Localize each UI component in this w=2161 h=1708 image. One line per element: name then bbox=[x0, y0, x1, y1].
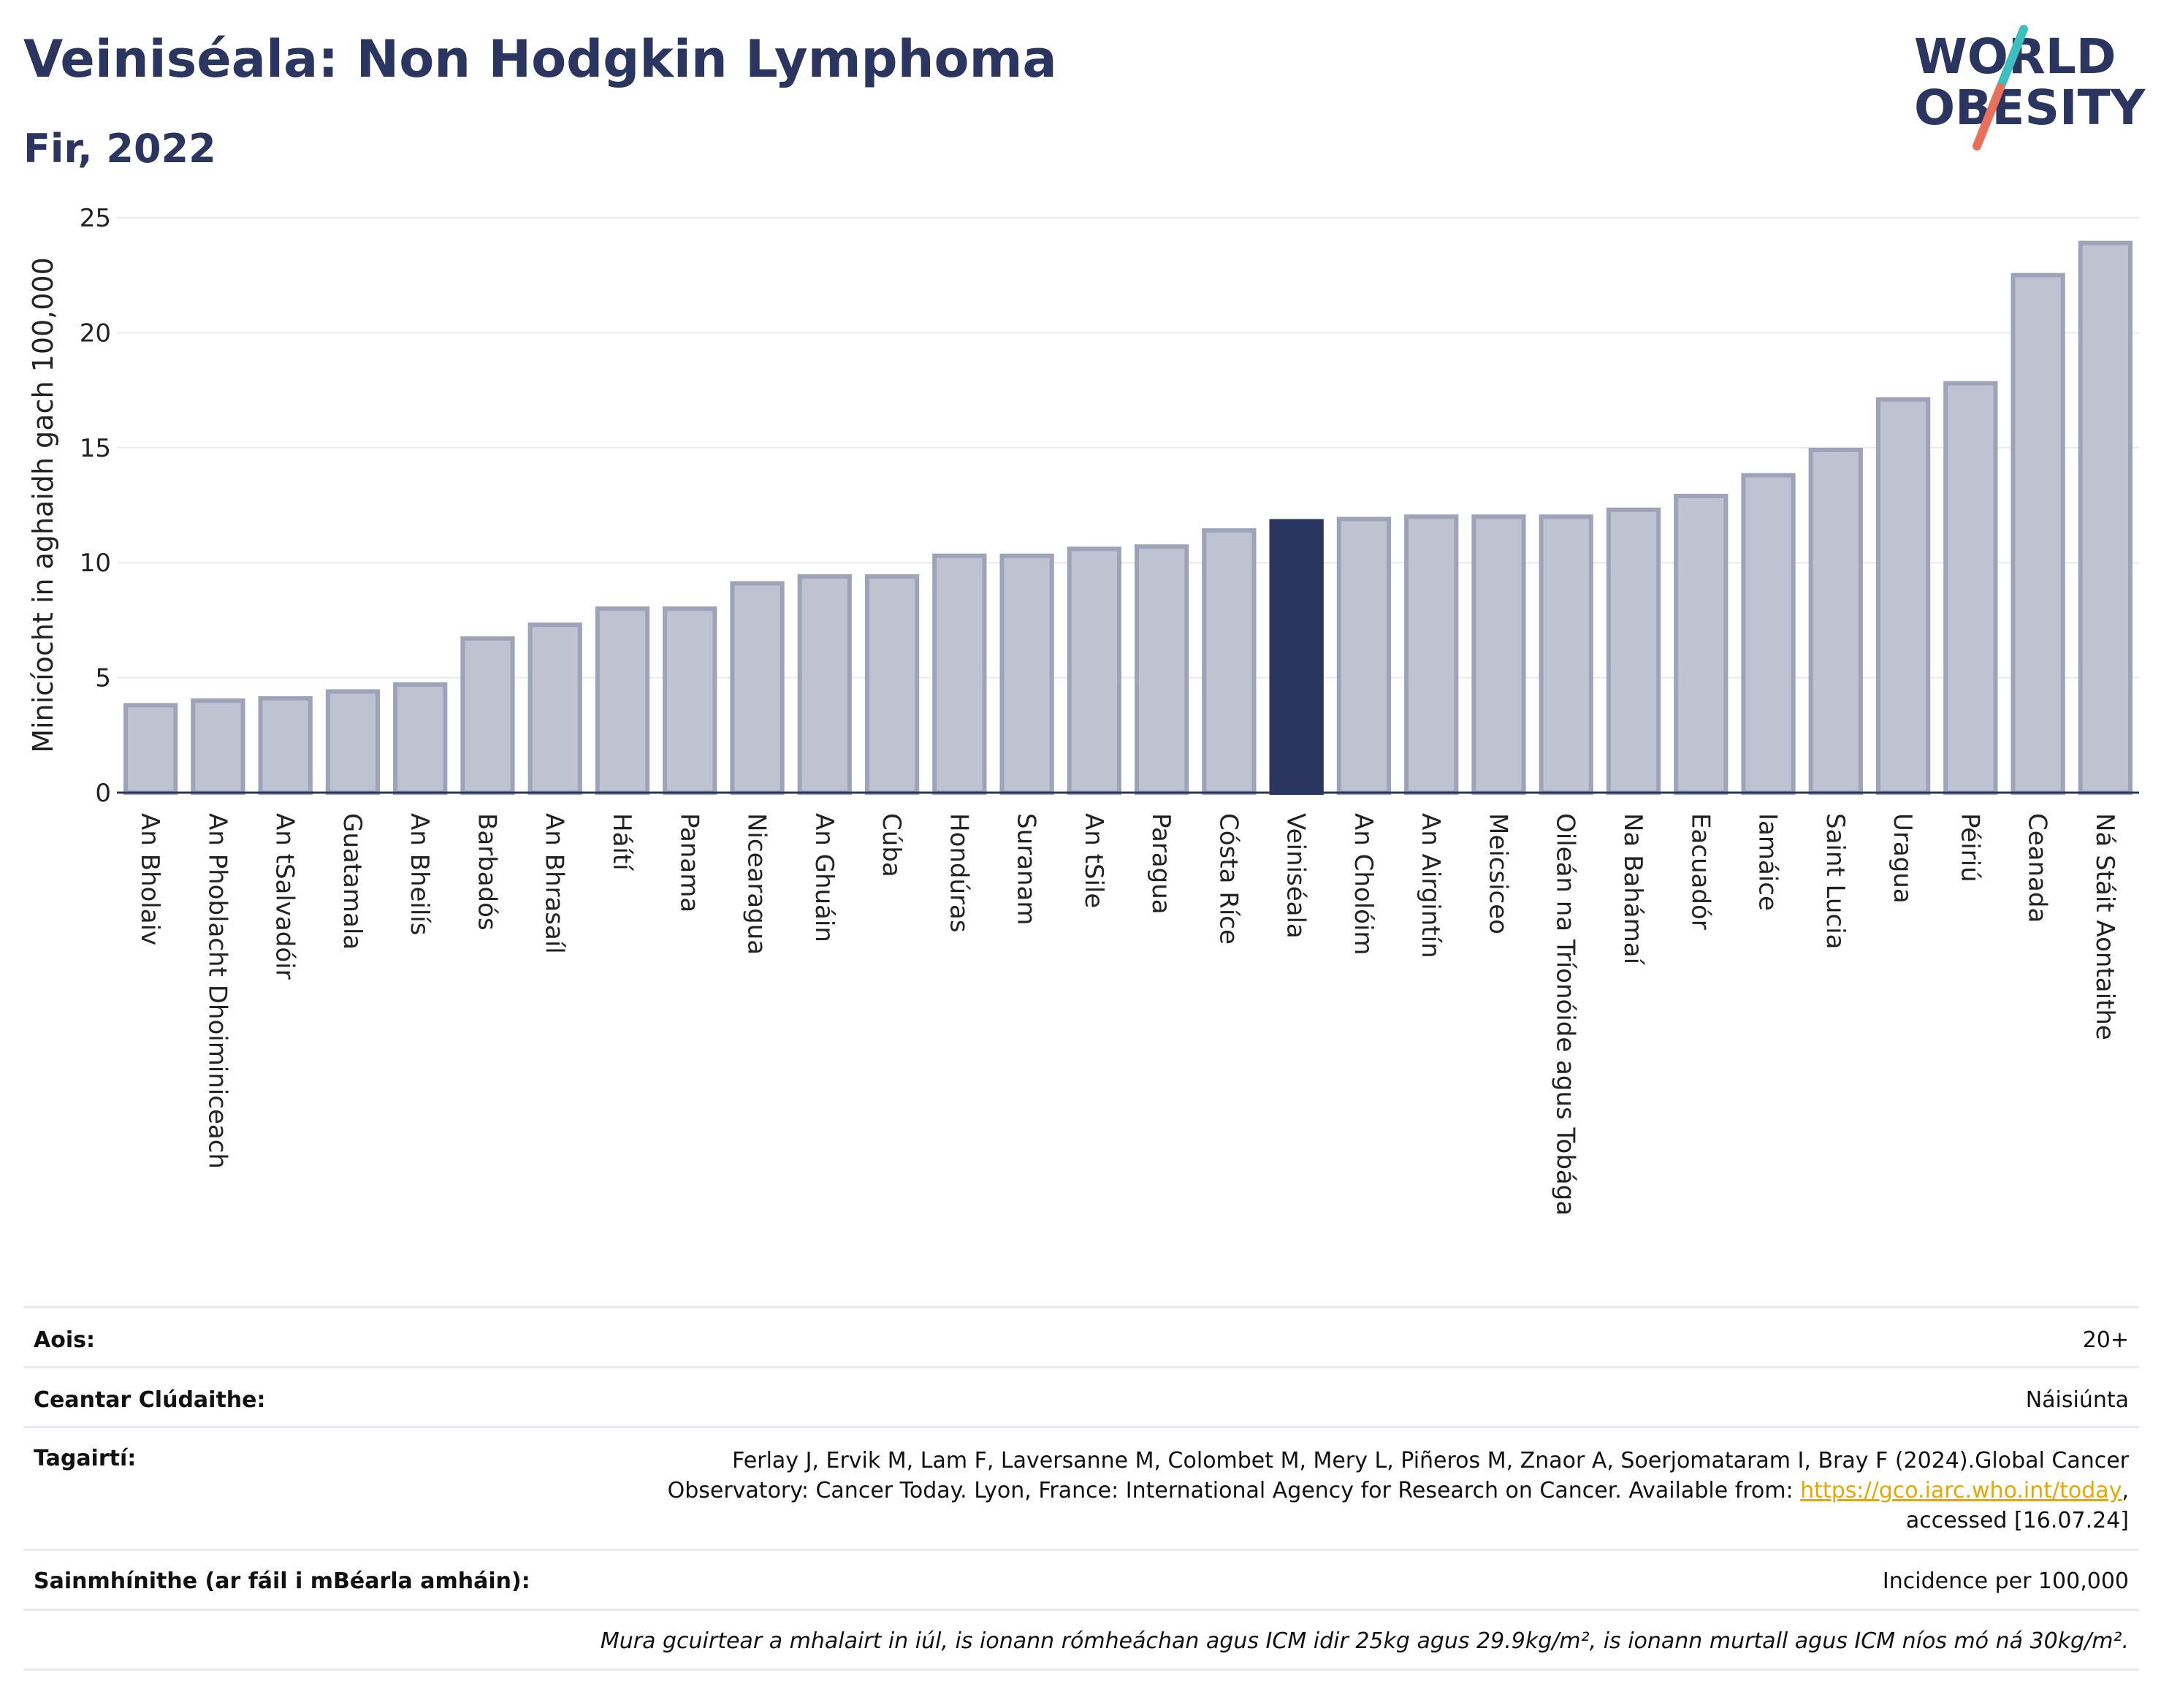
info-row-definitions: Sainmhínithe (ar fáil i mBéarla amháin):… bbox=[23, 1549, 2139, 1609]
age-label: Aois: bbox=[34, 1327, 95, 1353]
info-row-area: Ceantar Clúdaithe: Náisiúnta bbox=[23, 1366, 2139, 1426]
x-tick-label: Iamáice bbox=[1753, 813, 1783, 911]
x-tick-label: Suranam bbox=[1012, 813, 1041, 925]
x-tick-label: Barbadós bbox=[472, 813, 501, 931]
definitions-label: Sainmhínithe (ar fáil i mBéarla amháin): bbox=[34, 1568, 530, 1594]
area-label: Ceantar Clúdaithe: bbox=[34, 1387, 266, 1413]
x-tick-label: Péiriú bbox=[1955, 813, 1984, 882]
x-tick-label: Guatamala bbox=[338, 813, 367, 950]
info-row-references: Tagairtí: Ferlay J, Ervik M, Lam F, Lave… bbox=[23, 1426, 2139, 1549]
info-row-age: Aois: 20+ bbox=[23, 1306, 2139, 1366]
x-tick-label: An Bheilís bbox=[405, 813, 434, 935]
y-axis: 0 5 10 15 20 25 bbox=[80, 204, 111, 808]
bar-suranam bbox=[999, 553, 1054, 795]
bar-uragua bbox=[1875, 397, 1931, 795]
bmi-note: Mura gcuirtear a mhalairt in iúl, is ion… bbox=[600, 1628, 2129, 1654]
x-tick-label: An Bhrasaíl bbox=[540, 813, 569, 954]
x-tick-label: Cósta Ríce bbox=[1213, 813, 1243, 945]
bar-an-bholaiv bbox=[123, 703, 178, 795]
bar-eacuad-r bbox=[1674, 493, 1729, 796]
x-tick-label: Panama bbox=[674, 813, 704, 912]
y-tick-label: 25 bbox=[80, 204, 111, 233]
bar-iam-ice bbox=[1741, 473, 1796, 795]
x-tick-label: Háítí bbox=[607, 813, 636, 872]
definitions-value: Incidence per 100,000 bbox=[1882, 1568, 2129, 1594]
x-tick-label: An Airgintín bbox=[1416, 813, 1445, 958]
x-tick-label: Na Bahámaí bbox=[1618, 813, 1647, 966]
y-tick-label: 20 bbox=[80, 319, 111, 348]
x-tick-label: An Bholaiv bbox=[135, 813, 164, 945]
y-tick-label: 0 bbox=[95, 779, 111, 808]
logo-text-obesity: OBESITY bbox=[1914, 80, 2146, 136]
area-value: Náisiúnta bbox=[2025, 1387, 2129, 1413]
x-tick-label: Oileán na Tríonóide agus Tobága bbox=[1551, 813, 1580, 1216]
world-obesity-logo: WORLD OBESITY bbox=[1914, 25, 2146, 150]
age-value: 20+ bbox=[2082, 1327, 2129, 1353]
x-tick-label: An Cholóim bbox=[1349, 813, 1378, 956]
y-tick-label: 10 bbox=[80, 549, 111, 578]
chart-title: Veiniséala: Non Hodgkin Lymphoma bbox=[23, 29, 1057, 89]
bar-an-ghu-in bbox=[797, 574, 852, 795]
logo-slash-bottom bbox=[1973, 83, 2005, 150]
bar-n-st-it-aontaithe bbox=[2078, 240, 2133, 795]
bar-veinis-ala bbox=[1269, 519, 1324, 795]
bar-an-airgint-n bbox=[1404, 514, 1459, 795]
x-tick-label: Ceanada bbox=[2023, 813, 2052, 923]
reference-accessed: , accessed [16.07.24] bbox=[1905, 1478, 2129, 1533]
info-table: Aois: 20+ Ceantar Clúdaithe: Náisiúnta T… bbox=[23, 1306, 2139, 1671]
bar-oile-n-na-tr-on-ide-agus-tob-ga bbox=[1539, 514, 1593, 795]
chart-subtitle: Fir, 2022 bbox=[23, 126, 216, 172]
x-axis-labels: An Bholaiv An Phoblacht Dhoiminiceach An t… bbox=[135, 813, 2119, 1216]
bar-chart: 0 5 10 15 20 25 An Bholaiv An Phoblacht Dhoimi… bbox=[27, 204, 2139, 1216]
bar-na-bah-ma- bbox=[1606, 507, 1661, 796]
x-tick-label: Eacuadór bbox=[1685, 813, 1715, 930]
reference-link[interactable]: https://gco.iarc.who.int/today bbox=[1800, 1478, 2122, 1503]
x-tick-label: An Ghuáin bbox=[809, 813, 839, 942]
bar-an-chol-im bbox=[1336, 516, 1392, 795]
x-tick-label: Veiniséala bbox=[1281, 813, 1311, 939]
bar-h-t- bbox=[595, 606, 650, 795]
bar-paragua bbox=[1134, 544, 1189, 795]
logo-slash-top bbox=[1996, 25, 2028, 92]
bar-p-iri- bbox=[1943, 381, 1998, 795]
x-tick-label: Ná Stáit Aontaithe bbox=[2090, 813, 2119, 1040]
bar-c-ba bbox=[864, 574, 920, 795]
bar-an-tsalvad-ir bbox=[258, 695, 313, 795]
bar-c-sta-r-ce bbox=[1202, 528, 1257, 795]
y-tick-label: 5 bbox=[95, 664, 111, 693]
x-tick-label: Uragua bbox=[1888, 813, 1917, 904]
x-tick-label: An tSile bbox=[1079, 813, 1108, 908]
references-value: Ferlay J, Ervik M, Lam F, Laversanne M, … bbox=[595, 1446, 2139, 1536]
reference-text: Ferlay J, Ervik M, Lam F, Laversanne M, … bbox=[667, 1448, 2129, 1503]
bar-ceanada bbox=[2011, 272, 2065, 795]
x-tick-label: Paragua bbox=[1146, 813, 1175, 915]
x-tick-label: Hondúras bbox=[944, 813, 973, 933]
info-row-note: Mura gcuirtear a mhalairt in iúl, is ion… bbox=[23, 1609, 2139, 1669]
grid-lines bbox=[117, 217, 2139, 679]
x-tick-label: An Phoblacht Dhoiminiceach bbox=[202, 813, 232, 1169]
bar-an-bheil-s bbox=[393, 682, 448, 795]
x-tick-label: Nicearagua bbox=[742, 813, 771, 955]
bars bbox=[123, 240, 2133, 796]
bar-meicsiceo bbox=[1471, 514, 1526, 795]
table-bottom-border bbox=[23, 1669, 2139, 1671]
bar-an-phoblacht-dhoiminiceach bbox=[191, 698, 245, 796]
bar-saint-lucia bbox=[1808, 447, 1863, 795]
y-axis-title: Minicíocht in aghaidh gach 100,000 bbox=[27, 257, 59, 753]
bar-hond-ras bbox=[932, 553, 987, 795]
bar-an-tsile bbox=[1067, 546, 1122, 795]
bar-nicearagua bbox=[730, 581, 785, 795]
bar-guatamala bbox=[325, 689, 381, 795]
x-tick-label: Meicsiceo bbox=[1483, 813, 1512, 934]
bar-barbad-s bbox=[460, 636, 515, 795]
bar-an-bhrasa-l bbox=[527, 622, 582, 795]
x-tick-label: Saint Lucia bbox=[1821, 813, 1850, 949]
x-tick-label: An tSalvadóir bbox=[270, 813, 300, 980]
y-tick-label: 15 bbox=[80, 434, 111, 463]
bar-panama bbox=[663, 606, 717, 795]
x-tick-label: Cúba bbox=[877, 813, 906, 877]
references-label: Tagairtí: bbox=[34, 1446, 137, 1471]
